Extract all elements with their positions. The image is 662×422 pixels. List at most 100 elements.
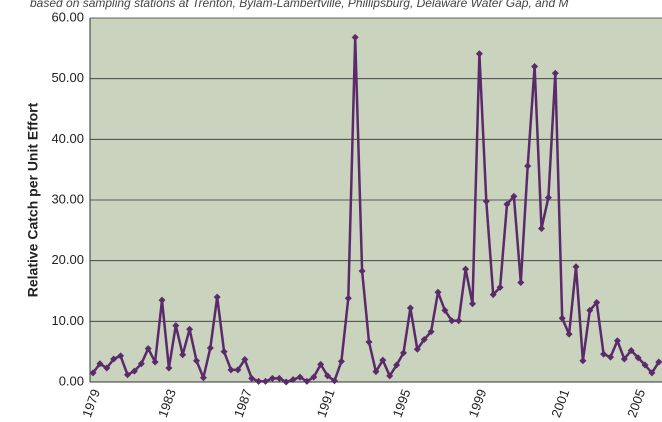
data-point [248,374,256,382]
data-point [110,355,118,363]
data-point [130,367,138,375]
data-point [517,279,525,287]
data-point [441,306,449,314]
data-point [455,317,463,325]
x-tick-label: 1983 [155,387,179,419]
data-point [613,337,621,345]
x-tick-label: 1999 [465,387,489,419]
data-point [600,350,608,358]
data-point [393,361,401,369]
data-point [607,353,614,361]
y-tick-label: 20.00 [51,252,84,267]
data-point [303,377,311,385]
y-tick-label: 0.00 [59,373,84,388]
data-point [475,50,483,58]
data-point [579,357,587,365]
data-point [213,293,221,301]
data-point [103,364,111,372]
data-point [648,369,656,377]
data-point [296,373,304,381]
data-point [282,378,290,386]
data-point [448,317,456,325]
data-point [227,366,235,374]
data-point [234,366,242,374]
data-point [337,357,345,365]
data-point [344,294,352,302]
data-point [489,291,497,299]
y-axis-label: Relative Catch per Unit Effort [25,102,41,297]
data-point [427,328,435,336]
data-point [551,69,559,77]
data-point [351,33,359,41]
data-point [89,369,97,377]
data-point [117,352,125,360]
data-point [358,267,366,275]
x-tick-label: 1979 [79,387,103,419]
data-point [496,283,504,291]
data-point [593,299,601,307]
x-tick-label: 2005 [624,387,648,419]
data-point [462,265,470,273]
x-tick-label: 1995 [390,387,414,419]
data-point [565,330,573,338]
data-point [627,346,635,354]
data-point [268,374,276,382]
data-point [400,349,407,357]
data-point [206,344,214,352]
data-point [220,348,228,356]
data-point [241,356,249,364]
x-tick-label: 2001 [548,387,572,419]
data-point [324,372,332,380]
data-point [413,345,421,353]
data-point [406,304,414,312]
data-point [96,360,104,368]
data-point [386,372,394,380]
y-tick-label: 50.00 [51,70,84,85]
chart-subtitle: based on sampling stations at Trenton, B… [30,0,568,10]
data-point [255,377,263,385]
data-point [503,200,511,208]
y-tick-label: 40.00 [51,131,84,146]
data-point [179,351,187,359]
data-point [172,322,180,330]
data-point [420,336,428,344]
data-point [186,325,194,333]
data-point [379,356,387,364]
y-tick-label: 10.00 [51,313,84,328]
data-point [193,357,200,365]
data-point [558,314,566,322]
data-point [310,373,318,381]
data-point [510,192,518,200]
data-point [620,355,628,363]
data-point [151,358,159,366]
data-point [124,371,131,379]
data-point [372,368,380,376]
data-point [434,288,442,296]
data-point [199,374,207,382]
data-point [538,225,545,233]
y-tick-label: 30.00 [51,191,84,206]
data-point [289,376,297,384]
data-point [317,360,325,368]
data-point [634,354,642,362]
data-point [586,306,594,314]
data-point [275,374,283,382]
data-point [531,63,539,71]
data-point [655,358,662,366]
x-tick-label: 1987 [231,387,255,419]
data-point [165,364,173,372]
data-point [137,360,145,368]
x-tick-label: 1991 [314,387,338,419]
data-point [524,162,532,170]
data-point [544,194,552,202]
data-point [469,300,476,308]
data-point [365,338,373,346]
data-point [331,377,338,385]
data-point [262,377,269,385]
data-point [144,345,152,353]
data-point [572,263,580,271]
data-point [482,197,490,205]
y-tick-label: 60.00 [51,9,84,24]
data-point [158,296,166,304]
